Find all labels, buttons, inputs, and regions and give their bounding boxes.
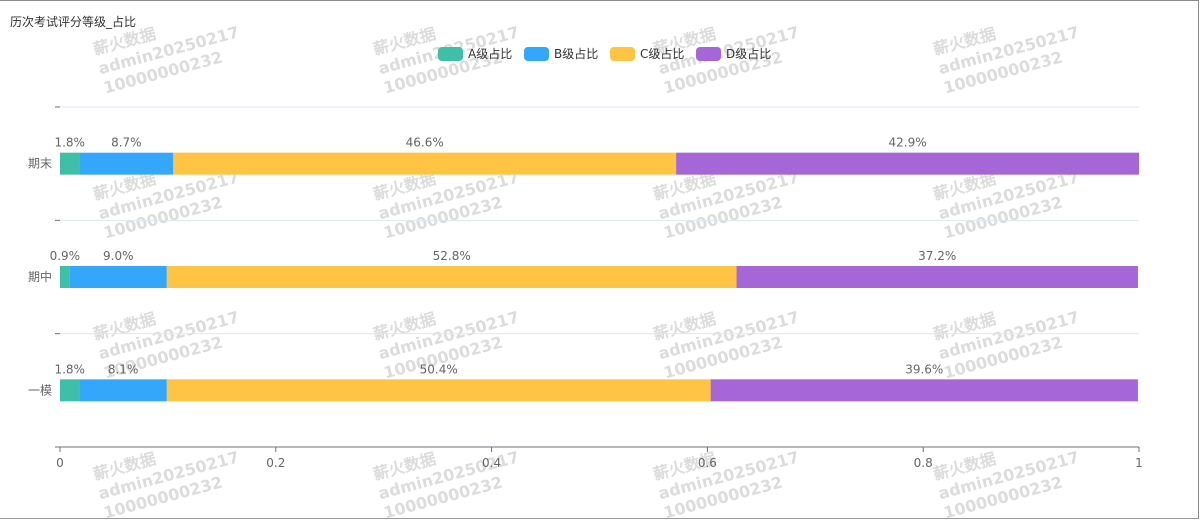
legend-item[interactable]: D级占比 (696, 46, 771, 61)
bar-segment[interactable] (79, 152, 174, 175)
y-category-label: 期末 (28, 157, 52, 171)
legend-item[interactable]: A级占比 (438, 46, 512, 61)
bar-segment[interactable] (60, 152, 80, 175)
legend-swatch (610, 47, 635, 61)
x-tick-label: 0.2 (266, 456, 285, 470)
y-category-label: 期中 (28, 269, 52, 284)
x-tick-label: 0 (56, 456, 64, 470)
bar-segment[interactable] (79, 379, 167, 402)
data-label: 46.6% (406, 136, 444, 150)
chart-title: 历次考试评分等级_占比 (10, 15, 137, 29)
legend-item[interactable]: B级占比 (524, 46, 598, 61)
legend-swatch (438, 47, 463, 61)
bar-segment[interactable] (676, 152, 1139, 175)
x-tick-label: 1 (1135, 456, 1143, 470)
bar-segment[interactable] (736, 266, 1138, 288)
legend-label: C级占比 (640, 46, 684, 61)
data-labels-layer: 1.8% 8.1% 50.4% 39.6% 0.9% 9.0% 52.8% 37.2% 1.8%… (50, 136, 957, 377)
legend-label: D级占比 (726, 46, 771, 61)
bar-segment[interactable] (166, 379, 711, 402)
legend-swatch (524, 47, 549, 61)
data-label: 8.1% (108, 362, 139, 376)
data-label: 0.9% (50, 249, 81, 263)
data-label: 50.4% (420, 362, 458, 376)
bar-segment[interactable] (710, 379, 1138, 402)
x-tick-label: 0.6 (698, 456, 717, 470)
data-label: 1.8% (54, 136, 85, 150)
x-tick-label: 0.8 (914, 456, 933, 470)
data-label: 37.2% (918, 249, 956, 263)
data-label: 39.6% (905, 362, 943, 376)
legend-swatch (696, 47, 721, 61)
bars-layer (60, 152, 1139, 402)
data-label: 1.8% (54, 362, 85, 376)
grid-layer (60, 106, 1139, 448)
bar-segment[interactable] (173, 152, 677, 175)
data-label: 8.7% (111, 136, 142, 150)
legend-label: A级占比 (468, 46, 512, 61)
y-category-label: 一模 (28, 383, 52, 397)
data-label: 9.0% (103, 249, 134, 263)
bar-segment[interactable] (69, 266, 167, 288)
bar-segment[interactable] (166, 266, 737, 288)
axes-layer: 0 0.2 0.4 0.6 0.8 1 一模 期中 期末 (28, 106, 1143, 470)
x-tick-label: 0.4 (482, 456, 501, 470)
bar-segment[interactable] (60, 266, 70, 288)
bar-segment[interactable] (60, 379, 80, 402)
legend-label: B级占比 (554, 46, 598, 61)
legend-item[interactable]: C级占比 (610, 46, 684, 61)
legend[interactable]: A级占比 B级占比 C级占比 D级占比 (438, 46, 771, 61)
data-label: 42.9% (888, 136, 926, 150)
data-label: 52.8% (433, 249, 471, 263)
